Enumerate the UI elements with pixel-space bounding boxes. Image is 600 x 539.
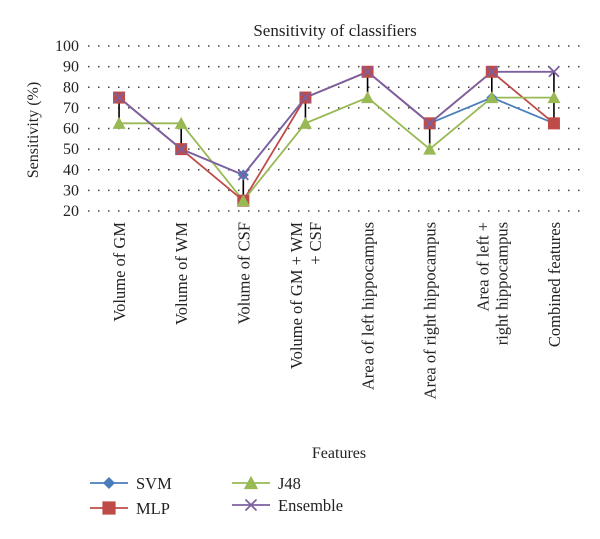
x-axis-title: Features xyxy=(312,445,366,462)
data-point-j48 xyxy=(298,116,312,129)
category-label: Volume of WM xyxy=(172,222,191,325)
legend-marker-ensemble xyxy=(244,498,258,512)
category-label: Area of right hippocampus xyxy=(421,222,440,399)
legend-marker-mlp xyxy=(102,501,116,515)
category-labels: Volume of GM Volume of WM Volume of CSF Vol… xyxy=(110,222,564,400)
legend-marker-svm xyxy=(102,476,116,490)
data-point-mlp xyxy=(547,117,560,130)
series-line-j48 xyxy=(119,96,554,203)
data-point-ensemble xyxy=(361,66,374,78)
legend-marker-j48 xyxy=(243,475,259,490)
data-point-ensemble xyxy=(486,66,498,78)
category-label: Volume of GM + WM+ CSF xyxy=(287,222,325,369)
data-point-ensemble xyxy=(424,117,436,129)
category-label: Volume of CSF xyxy=(234,222,253,324)
category-label: Area of left hippocampus xyxy=(359,222,378,390)
series-lines xyxy=(118,70,555,203)
y-tick-labels: 20 30 40 50 60 70 80 90 100 xyxy=(55,38,79,220)
data-point-j48 xyxy=(112,116,126,129)
data-point-j48 xyxy=(547,91,561,104)
legend-label-svm: SVM xyxy=(136,474,172,493)
data-point-ensemble xyxy=(299,91,312,104)
data-point-j48 xyxy=(485,91,499,104)
data-point-j48 xyxy=(361,91,375,104)
category-label: Combined features xyxy=(545,222,564,347)
y-tick-label: 100 xyxy=(55,38,79,55)
category-label: Volume of GM xyxy=(110,222,129,322)
series-line-mlp xyxy=(118,70,555,203)
data-point-ensemble xyxy=(113,91,125,104)
y-tick-label: 20 xyxy=(63,203,79,220)
y-axis-title: Sensitivity (%) xyxy=(25,82,42,178)
gridlines xyxy=(88,45,585,212)
legend: SVM MLP J48 Ensemble xyxy=(90,474,343,518)
data-point-ensemble xyxy=(237,169,249,181)
category-label: Area of left +right hippocampus xyxy=(473,222,511,345)
data-point-ensemble xyxy=(175,143,187,155)
legend-label-mlp: MLP xyxy=(136,499,170,518)
series-line-ensemble xyxy=(118,70,554,176)
y-tick-label: 40 xyxy=(63,162,79,179)
data-point-ensemble xyxy=(548,66,560,78)
y-tick-label: 90 xyxy=(63,59,79,76)
y-tick-label: 60 xyxy=(63,121,79,138)
y-tick-label: 70 xyxy=(63,100,79,117)
legend-label-ensemble: Ensemble xyxy=(278,496,343,515)
data-point-j48 xyxy=(423,142,437,155)
series-markers xyxy=(112,65,561,207)
y-tick-label: 30 xyxy=(63,182,79,199)
y-tick-label: 80 xyxy=(63,79,79,96)
error-bars xyxy=(118,71,555,201)
chart-title: Sensitivity of classifiers xyxy=(253,21,416,40)
legend-label-j48: J48 xyxy=(278,474,301,493)
y-tick-label: 50 xyxy=(63,141,79,158)
data-point-j48 xyxy=(236,194,250,207)
data-point-j48 xyxy=(174,116,188,129)
